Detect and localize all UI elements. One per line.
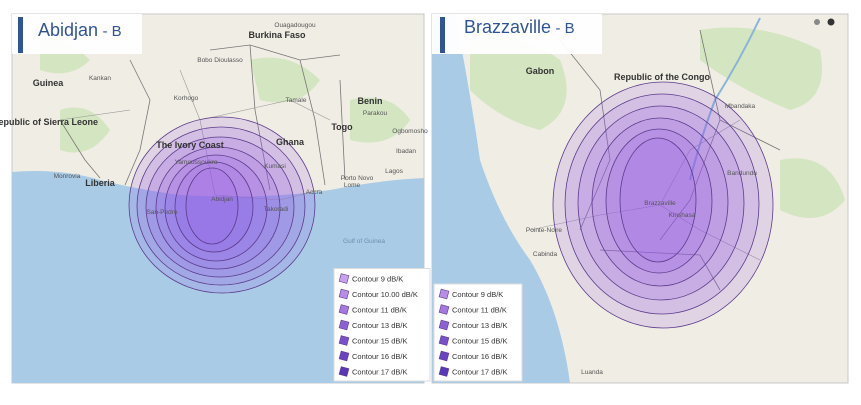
place-label: Kumasi [264, 163, 286, 170]
place-label: Ghana [276, 137, 305, 147]
place-label: Guinea [33, 78, 65, 88]
legend-icon [438, 366, 450, 377]
place-label: Liberia [85, 178, 116, 188]
place-label: Luanda [581, 369, 603, 376]
legend-label: Contour 11 dB/K [352, 306, 407, 315]
coverage-contours [128, 116, 316, 294]
legend-icon [438, 304, 450, 315]
place-label: Tamale [286, 97, 307, 104]
legends: Contour 9 dB/K Contour 10.00 dB/K Contour … [333, 268, 523, 382]
place-label: Burkina Faso [248, 30, 306, 40]
legend-icon [338, 288, 350, 300]
legend-label: Contour 17 dB/K [452, 368, 507, 377]
legend-label: Contour 13 dB/K [352, 321, 407, 330]
place-label: Ouagadougou [274, 22, 316, 29]
place-label: Yamoussoukro [175, 159, 218, 166]
place-label: Gulf of Guinea [343, 238, 385, 245]
legend-icon [338, 273, 350, 284]
place-label: Bobo Dioulasso [197, 57, 243, 64]
place-label: Republic of the Congo [614, 72, 710, 82]
title-suffix: - B [103, 23, 122, 40]
place-label: Lome [344, 182, 361, 189]
legend-label: Contour 11 dB/K [452, 306, 507, 315]
coverage-contours [552, 81, 774, 329]
legend-icon [438, 288, 450, 300]
place-label: Accra [306, 189, 323, 196]
legend-icon [338, 319, 350, 331]
legend-icon [438, 319, 450, 331]
place-label: Monrovia [54, 173, 81, 180]
place-label: San-Pedro [146, 209, 177, 216]
legend-icon [438, 350, 450, 362]
legend-box [333, 268, 431, 382]
legend-icon [438, 335, 450, 346]
place-label: Kankan [89, 75, 111, 82]
title-suffix: - B [555, 20, 574, 37]
place-label: Gabon [526, 66, 555, 76]
place-label: Mbandaka [725, 103, 756, 110]
legend-label: Contour 10.00 dB/K [352, 290, 418, 299]
place-label: Ibadan [396, 148, 416, 155]
place-label: Bandundu [727, 170, 757, 177]
legend-label: Contour 16 dB/K [452, 352, 507, 361]
place-label: Parakou [363, 110, 388, 117]
place-label: Togo [331, 122, 353, 132]
left-map: Guinea Kankan Republic of Sierra Leone L… [0, 13, 428, 384]
legend-box [433, 283, 523, 382]
legend-icon [338, 304, 350, 315]
place-label: Korhogo [174, 95, 199, 102]
place-label: Pointe-Noire [526, 227, 563, 234]
place-label: Porto Novo [341, 175, 374, 182]
legend-label: Contour 17 dB/K [352, 368, 407, 377]
panel-title: Brazzaville - B [464, 17, 575, 37]
legend-label: Contour 16 dB/K [352, 352, 407, 361]
legend-icon [338, 350, 350, 362]
title-name: Brazzaville [464, 17, 551, 37]
place-label: Ogbomosho [392, 128, 428, 135]
legend-label: Contour 9 dB/K [352, 275, 403, 284]
legend-icon [338, 366, 350, 377]
legend-icon [338, 335, 350, 346]
place-label: Abidjan [211, 196, 233, 203]
legend-label: Contour 9 dB/K [452, 290, 503, 299]
place-label: Republic of Sierra Leone [0, 117, 98, 127]
place-label: Kinshasa [669, 212, 696, 219]
legend-label: Contour 15 dB/K [352, 337, 407, 346]
place-label: The Ivory Coast [156, 140, 224, 150]
panel-title: Abidjan - B [38, 20, 122, 40]
title-name: Abidjan [38, 20, 98, 40]
place-label: Lagos [385, 168, 403, 175]
legend-label: Contour 15 dB/K [452, 337, 507, 346]
place-label: Takoradi [264, 206, 289, 213]
place-label: Cabinda [533, 251, 558, 258]
place-label: Brazzaville [644, 200, 676, 207]
place-label: Benin [357, 96, 382, 106]
legend-label: Contour 13 dB/K [452, 321, 507, 330]
